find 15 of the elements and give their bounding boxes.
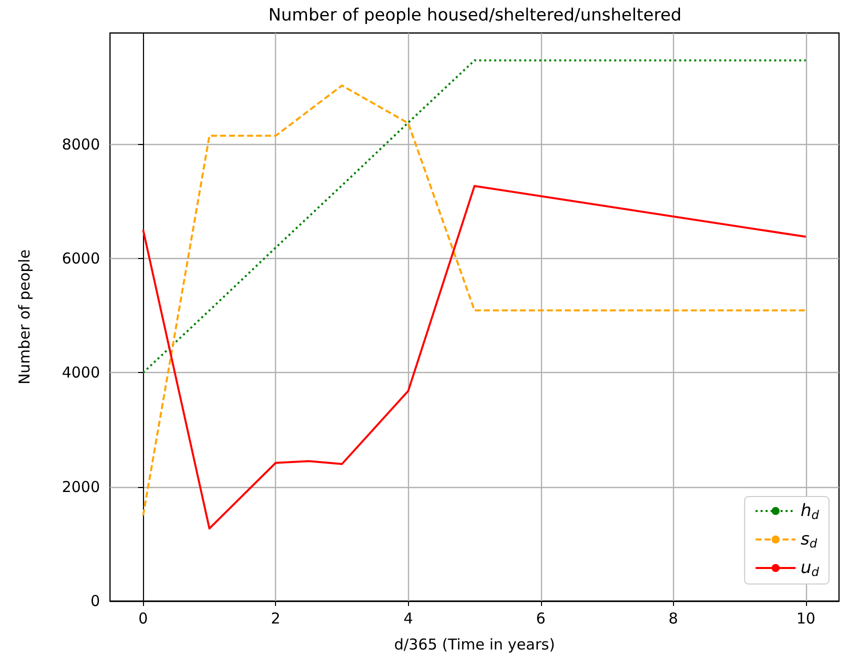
- x-tick-label: 4: [403, 610, 413, 628]
- x-tick-label: 0: [138, 610, 148, 628]
- chart-title: Number of people housed/sheltered/unsheltered: [268, 6, 682, 26]
- y-tick-label: 8000: [62, 135, 100, 154]
- y-tick-label: 6000: [62, 249, 100, 268]
- x-tick-label: 8: [668, 610, 678, 628]
- y-axis-title: Number of people: [16, 249, 34, 385]
- y-tick-label: 0: [90, 592, 100, 610]
- x-tick-label: 2: [270, 610, 280, 628]
- y-tick-label: 2000: [62, 478, 100, 496]
- line-series: [142, 59, 807, 374]
- x-axis-title: d/365 (Time in years): [394, 636, 555, 654]
- y-tick-label: 4000: [62, 364, 100, 382]
- x-tick-label: 10: [796, 610, 816, 628]
- x-tick-label: 6: [536, 610, 546, 628]
